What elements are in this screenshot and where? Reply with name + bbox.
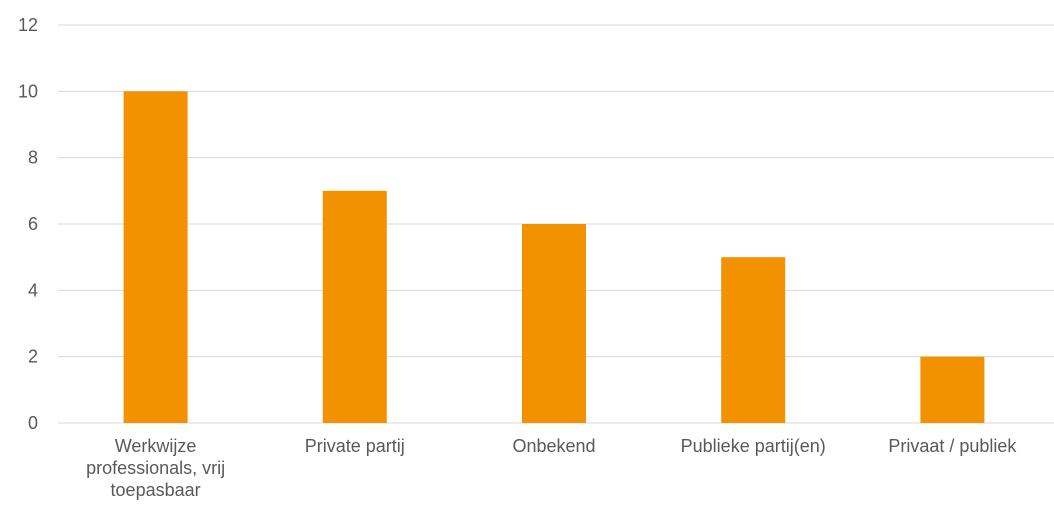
x-category-label-line: professionals, vrij [86,458,225,478]
bar-4 [721,257,786,423]
y-tick-label: 8 [28,148,38,168]
x-category-label: Werkwijze professionals, vrij toepasbaar [86,436,225,500]
bar-3 [522,224,586,423]
x-category-label-line: Onbekend [512,436,595,456]
y-tick-label: 6 [28,214,38,234]
y-tick-label: 2 [28,347,38,367]
bar-2 [322,190,387,423]
x-category-label-line: Private partij [305,436,405,456]
x-category-label: Publieke partij(en) [681,436,826,456]
x-category-label-line: toepasbaar [111,480,201,500]
y-tick-label: 4 [28,280,38,300]
x-category-label: Private partij [305,436,405,456]
x-category-label-line: Privaat / publiek [888,436,1017,456]
bar-1 [123,91,188,423]
x-category-label: Onbekend [512,436,595,456]
y-tick-label: 0 [28,413,38,433]
bars [123,91,985,423]
x-category-label-line: Publieke partij(en) [681,436,826,456]
y-axis-tick-labels: 0 2 4 6 8 10 12 [18,15,38,433]
x-category-label-line: Werkwijze [115,436,197,456]
x-category-label: Privaat / publiek [888,436,1017,456]
y-tick-label: 12 [18,15,38,35]
bar-5 [920,356,985,423]
y-tick-label: 10 [18,81,38,101]
x-axis-category-labels: Werkwijze professionals, vrij toepasbaar Pr… [86,436,1017,500]
